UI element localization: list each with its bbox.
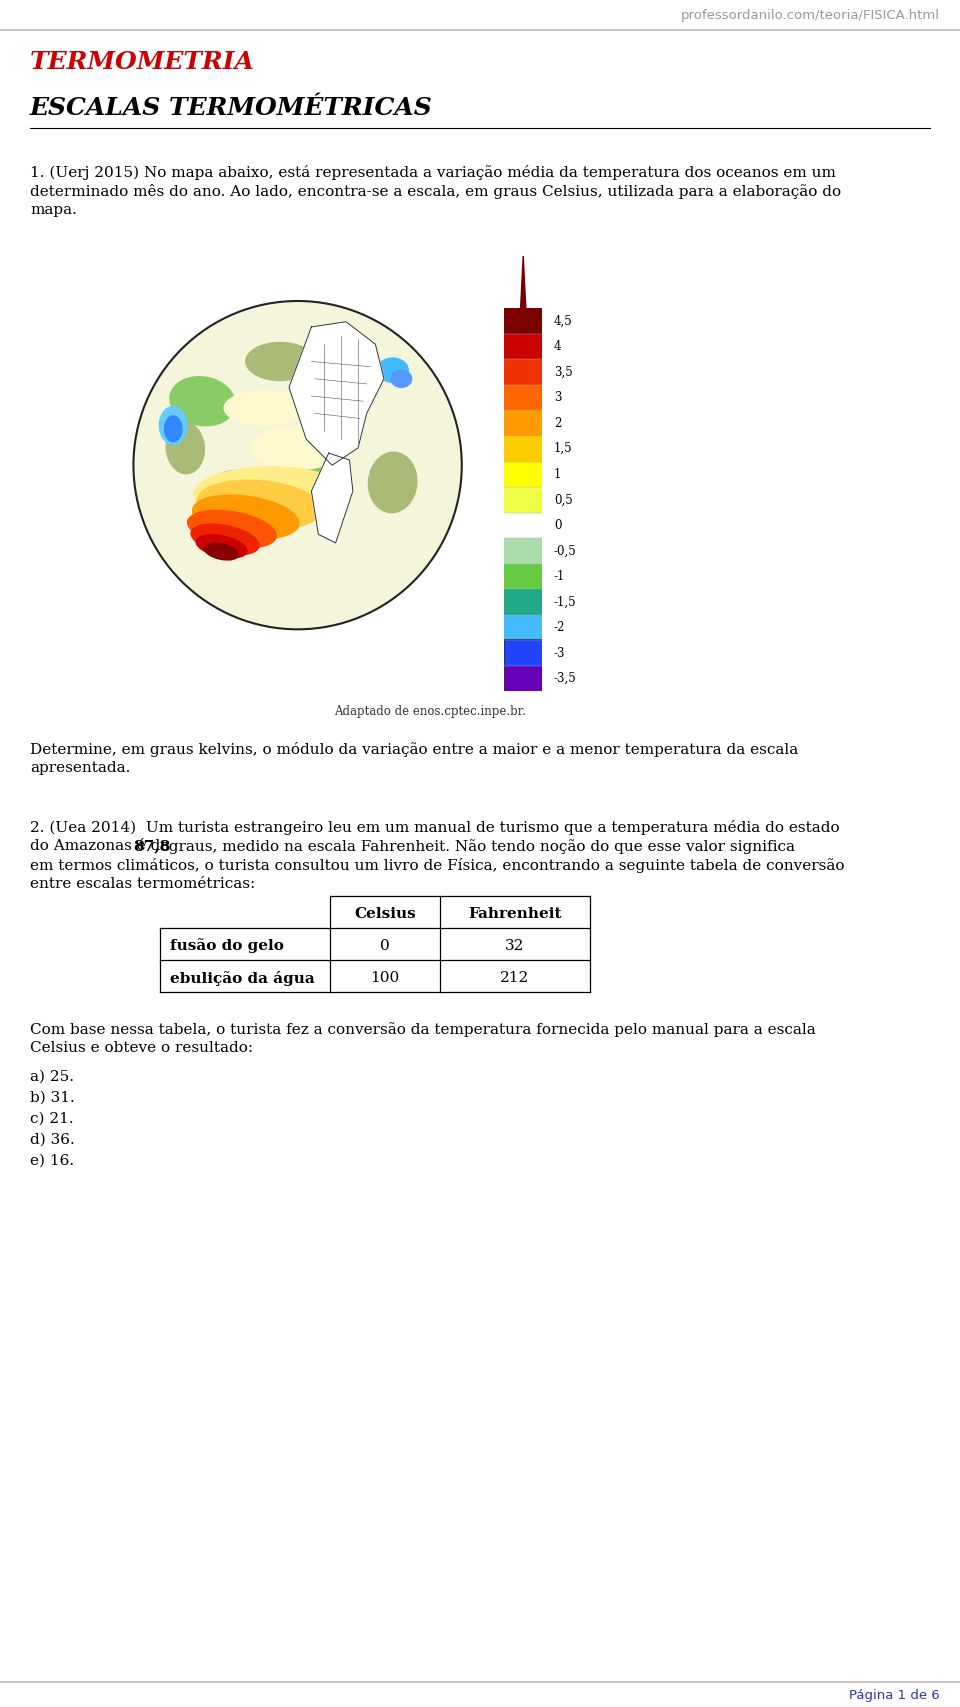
Text: 1. (Uerj 2015) No mapa abaixo, está representada a variação média da temperatura: 1. (Uerj 2015) No mapa abaixo, está repr… — [30, 166, 836, 179]
Text: TERMOMETRIA: TERMOMETRIA — [30, 50, 254, 73]
Ellipse shape — [377, 358, 408, 382]
Circle shape — [130, 297, 466, 633]
Bar — [504, 335, 542, 360]
Bar — [504, 384, 542, 410]
Ellipse shape — [196, 534, 247, 558]
Ellipse shape — [170, 377, 235, 425]
Ellipse shape — [194, 468, 349, 522]
Ellipse shape — [324, 365, 375, 403]
Text: 0: 0 — [554, 519, 562, 533]
Text: 2. (Uea 2014)  Um turista estrangeiro leu em um manual de turismo que a temperat: 2. (Uea 2014) Um turista estrangeiro leu… — [30, 819, 840, 835]
Text: 0: 0 — [380, 939, 390, 953]
Bar — [504, 512, 542, 538]
Text: Celsius: Celsius — [354, 906, 416, 922]
Ellipse shape — [191, 524, 259, 555]
Ellipse shape — [204, 543, 238, 560]
Text: -2: -2 — [554, 621, 565, 633]
Ellipse shape — [225, 391, 301, 425]
Text: 2: 2 — [554, 417, 562, 430]
Text: 4,5: 4,5 — [554, 314, 573, 328]
Text: 3,5: 3,5 — [554, 365, 573, 379]
Text: professordanilo.com/teoria/FISICA.html: professordanilo.com/teoria/FISICA.html — [681, 10, 940, 22]
Ellipse shape — [300, 449, 348, 481]
Polygon shape — [504, 256, 542, 638]
Circle shape — [133, 300, 462, 630]
Text: do Amazonas é de: do Amazonas é de — [30, 840, 175, 854]
Text: determinado mês do ano. Ao lado, encontra-se a escala, em graus Celsius, utiliza: determinado mês do ano. Ao lado, encontr… — [30, 184, 841, 200]
Ellipse shape — [187, 510, 276, 548]
Text: 87,8: 87,8 — [133, 840, 171, 854]
Text: 32: 32 — [505, 939, 525, 953]
Ellipse shape — [164, 417, 181, 442]
Text: Determine, em graus kelvins, o módulo da variação entre a maior e a menor temper: Determine, em graus kelvins, o módulo da… — [30, 743, 799, 756]
Ellipse shape — [166, 422, 204, 475]
Ellipse shape — [246, 343, 315, 381]
Text: e) 16.: e) 16. — [30, 1154, 74, 1168]
Text: Celsius e obteve o resultado:: Celsius e obteve o resultado: — [30, 1041, 253, 1055]
Text: Fahrenheit: Fahrenheit — [468, 906, 562, 922]
Text: -1,5: -1,5 — [554, 596, 577, 608]
Bar — [504, 589, 542, 615]
Bar — [504, 410, 542, 435]
Bar — [504, 538, 542, 563]
Text: -3: -3 — [554, 647, 565, 659]
Text: ebulição da água: ebulição da água — [170, 971, 315, 985]
Text: mapa.: mapa. — [30, 203, 77, 217]
Ellipse shape — [159, 406, 187, 444]
Bar — [504, 435, 542, 461]
Text: 212: 212 — [500, 971, 530, 985]
Bar — [504, 309, 542, 335]
Polygon shape — [289, 321, 384, 464]
Ellipse shape — [391, 370, 412, 387]
Ellipse shape — [369, 452, 417, 512]
Bar — [504, 666, 542, 691]
Text: 1: 1 — [554, 468, 562, 481]
Text: Com base nessa tabela, o turista fez a conversão da temperatura fornecida pelo m: Com base nessa tabela, o turista fez a c… — [30, 1022, 816, 1036]
Bar — [504, 360, 542, 384]
Text: 1,5: 1,5 — [554, 442, 572, 456]
Bar — [504, 486, 542, 512]
Ellipse shape — [209, 471, 265, 505]
Text: Adaptado de enos.cptec.inpe.br.: Adaptado de enos.cptec.inpe.br. — [334, 705, 526, 719]
Text: 4: 4 — [554, 340, 562, 353]
Ellipse shape — [251, 427, 346, 469]
Text: ESCALAS TERMOMÉTRICAS: ESCALAS TERMOMÉTRICAS — [30, 96, 433, 119]
Text: 100: 100 — [371, 971, 399, 985]
Text: c) 21.: c) 21. — [30, 1111, 74, 1127]
Text: b) 31.: b) 31. — [30, 1091, 75, 1104]
Text: 0,5: 0,5 — [554, 493, 573, 507]
Ellipse shape — [193, 495, 299, 539]
Text: d) 36.: d) 36. — [30, 1133, 75, 1147]
Text: entre escalas termométricas:: entre escalas termométricas: — [30, 877, 255, 891]
Text: -1: -1 — [554, 570, 565, 582]
Text: -3,5: -3,5 — [554, 673, 577, 685]
Text: em termos climáticos, o turista consultou um livro de Física, encontrando a segu: em termos climáticos, o turista consulto… — [30, 859, 845, 872]
Ellipse shape — [198, 480, 322, 529]
Bar — [504, 615, 542, 640]
Text: apresentada.: apresentada. — [30, 761, 131, 775]
Text: graus, medido na escala Fahrenheit. Não tendo noção do que esse valor significa: graus, medido na escala Fahrenheit. Não … — [159, 840, 795, 854]
Polygon shape — [311, 452, 353, 543]
Text: a) 25.: a) 25. — [30, 1070, 74, 1084]
Text: Página 1 de 6: Página 1 de 6 — [850, 1688, 940, 1702]
Bar — [504, 640, 542, 666]
Text: 3: 3 — [554, 391, 562, 405]
Text: -0,5: -0,5 — [554, 545, 577, 558]
Text: fusão do gelo: fusão do gelo — [170, 939, 284, 954]
Bar — [504, 563, 542, 589]
Bar — [504, 461, 542, 486]
